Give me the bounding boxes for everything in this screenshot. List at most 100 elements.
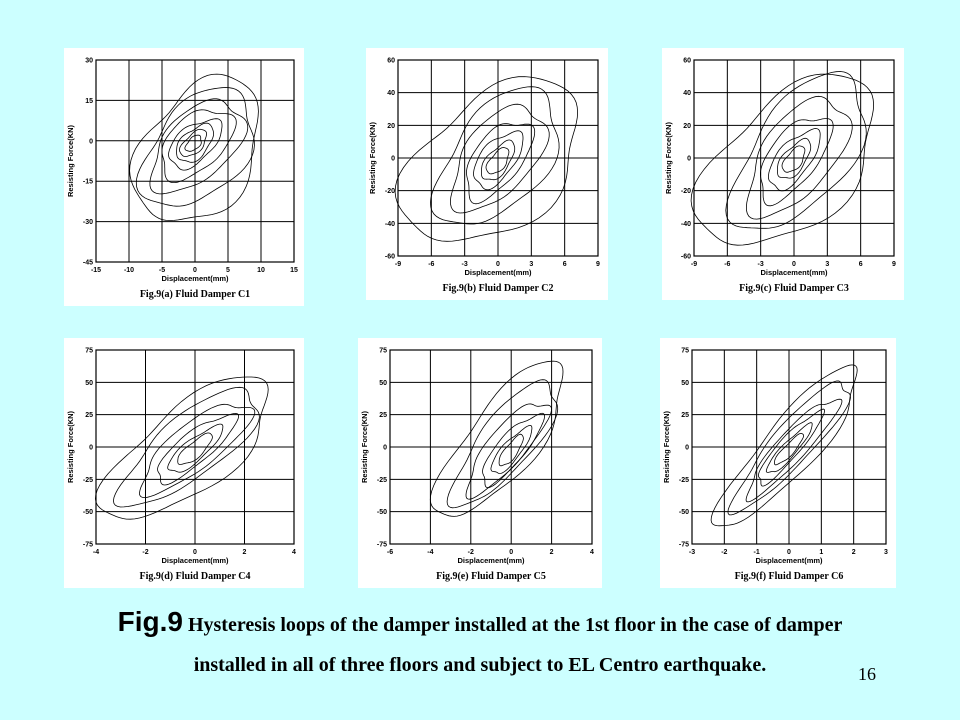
hysteresis-loop: [482, 412, 546, 489]
x-axis-label: Displacement(mm): [161, 556, 229, 565]
y-tick-label: -75: [679, 542, 689, 549]
x-tick-label: 6: [859, 261, 863, 268]
x-tick-label: -2: [142, 549, 148, 556]
x-tick-label: -6: [387, 549, 393, 556]
y-tick-label: 75: [85, 348, 93, 355]
x-tick-label: 6: [563, 261, 567, 268]
x-tick-label: -6: [724, 261, 730, 268]
hysteresis-loop: [179, 128, 207, 157]
x-tick-label: -3: [758, 261, 764, 268]
hysteresis-loop: [446, 379, 559, 509]
y-tick-label: 20: [683, 123, 691, 130]
x-tick-label: 2: [852, 549, 856, 556]
x-tick-label: 3: [884, 549, 888, 556]
hysteresis-loop: [129, 73, 259, 222]
x-tick-label: -4: [93, 549, 99, 556]
x-tick-label: 0: [792, 261, 796, 268]
x-tick-label: 2: [243, 549, 247, 556]
x-tick-label: 0: [193, 267, 197, 274]
x-tick-label: 9: [892, 261, 896, 268]
hysteresis-loop: [481, 139, 516, 181]
x-tick-label: 0: [496, 261, 500, 268]
chart-panel-e: -6 -4 -2 0 2 4 -75 -50 -25 0 25 50 75 Displacement(mm…: [358, 338, 602, 588]
hysteresis-loop: [135, 87, 255, 207]
hysteresis-loop: [768, 128, 821, 192]
hysteresis-loop: [168, 118, 223, 171]
hysteresis-loop: [473, 130, 524, 191]
y-axis-label: Resisting Force(KN): [662, 410, 671, 483]
x-tick-label: 9: [596, 261, 600, 268]
x-axis-label: Displacement(mm): [464, 268, 532, 277]
y-tick-label: -45: [83, 260, 93, 267]
y-tick-label: -20: [385, 188, 395, 195]
plot-frame: [389, 349, 593, 545]
x-tick-label: -3: [689, 549, 695, 556]
hysteresis-loop: [760, 118, 834, 207]
x-tick-label: 3: [825, 261, 829, 268]
y-tick-label: -15: [83, 179, 93, 186]
x-tick-label: -9: [395, 261, 401, 268]
y-tick-label: 15: [85, 98, 93, 105]
y-axis-label: Resisting Force(KN): [66, 124, 75, 197]
x-tick-label: 2: [550, 549, 554, 556]
hysteresis-loop: [781, 145, 806, 173]
panel-caption: Fig.9(b) Fluid Damper C2: [443, 283, 554, 294]
x-tick-label: 4: [292, 549, 296, 556]
chart-panel-d: -4 -2 0 2 4 -75 -50 -25 0 25 50 75 Displacement(mm) R…: [64, 338, 304, 588]
chart-panel-c: -9 -6 -3 0 3 6 9 -60 -40 -20 0 20 40 60 Displacement(m…: [662, 48, 904, 300]
x-tick-label: 3: [529, 261, 533, 268]
y-tick-label: 25: [85, 412, 93, 419]
y-tick-label: 60: [683, 58, 691, 65]
y-axis-label: Resisting Force(KN): [368, 121, 377, 194]
y-tick-label: 0: [383, 445, 387, 452]
hysteresis-loop: [777, 137, 812, 179]
y-tick-label: 60: [387, 58, 395, 65]
x-tick-label: -1: [754, 549, 760, 556]
hysteresis-loop: [485, 147, 510, 175]
x-tick-label: 0: [509, 549, 513, 556]
chart-svg-d: -4 -2 0 2 4 -75 -50 -25 0 25 50 75 Displacement(mm) R…: [66, 348, 296, 583]
chart-svg-c: -9 -6 -3 0 3 6 9 -60 -40 -20 0 20 40 60 Displacement(m…: [664, 58, 896, 295]
y-axis-label: Resisting Force(KN): [664, 121, 673, 194]
chart-svg-e: -6 -4 -2 0 2 4 -75 -50 -25 0 25 50 75 Displacement(mm…: [360, 348, 594, 583]
y-tick-label: -50: [83, 509, 93, 516]
y-tick-label: -60: [681, 254, 691, 261]
y-axis-label: Resisting Force(KN): [360, 410, 369, 483]
chart-svg-a: -15 -10 -5 0 5 10 15 -45 -30 -15 0 15 30 Displacement…: [66, 58, 298, 301]
y-axis-label: Resisting Force(KN): [66, 410, 75, 483]
y-tick-label: -25: [377, 477, 387, 484]
y-tick-label: 50: [85, 380, 93, 387]
hysteresis-loop: [745, 398, 843, 503]
figure-caption-line2: installed in all of three floors and sub…: [193, 654, 767, 676]
hysteresis-loop: [710, 364, 858, 527]
y-tick-label: -60: [385, 254, 395, 261]
y-tick-label: 20: [387, 123, 395, 130]
y-tick-label: -50: [679, 509, 689, 516]
x-tick-label: -4: [427, 549, 433, 556]
hysteresis-loop: [774, 433, 804, 466]
y-tick-label: 30: [85, 58, 93, 65]
hysteresis-loop: [94, 376, 269, 520]
x-tick-label: 1: [819, 549, 823, 556]
plot-frame: [691, 349, 887, 545]
y-tick-label: 40: [683, 90, 691, 97]
plot-frame: [95, 59, 295, 263]
y-tick-label: -20: [681, 188, 691, 195]
y-tick-label: 75: [379, 348, 387, 355]
y-tick-label: -25: [679, 477, 689, 484]
page-number: 16: [858, 664, 876, 684]
hysteresis-loop: [498, 433, 524, 467]
hysteresis-loop: [725, 71, 867, 229]
x-tick-label: -15: [91, 267, 101, 274]
chart-panel-f: -3 -2 -1 0 1 2 3 -75 -50 -25 0 25 50 75 Displacement(m…: [660, 338, 896, 588]
hysteresis-loop: [429, 86, 560, 225]
x-tick-label: 10: [257, 267, 265, 274]
y-tick-label: 40: [387, 90, 395, 97]
x-axis-label: Displacement(mm): [760, 268, 828, 277]
hysteresis-loop: [727, 380, 851, 516]
x-tick-label: 4: [590, 549, 594, 556]
hysteresis-loop: [429, 360, 564, 517]
hysteresis-loop: [167, 423, 224, 473]
y-tick-label: 25: [379, 412, 387, 419]
panel-caption: Fig.9(e) Fluid Damper C5: [436, 571, 546, 582]
